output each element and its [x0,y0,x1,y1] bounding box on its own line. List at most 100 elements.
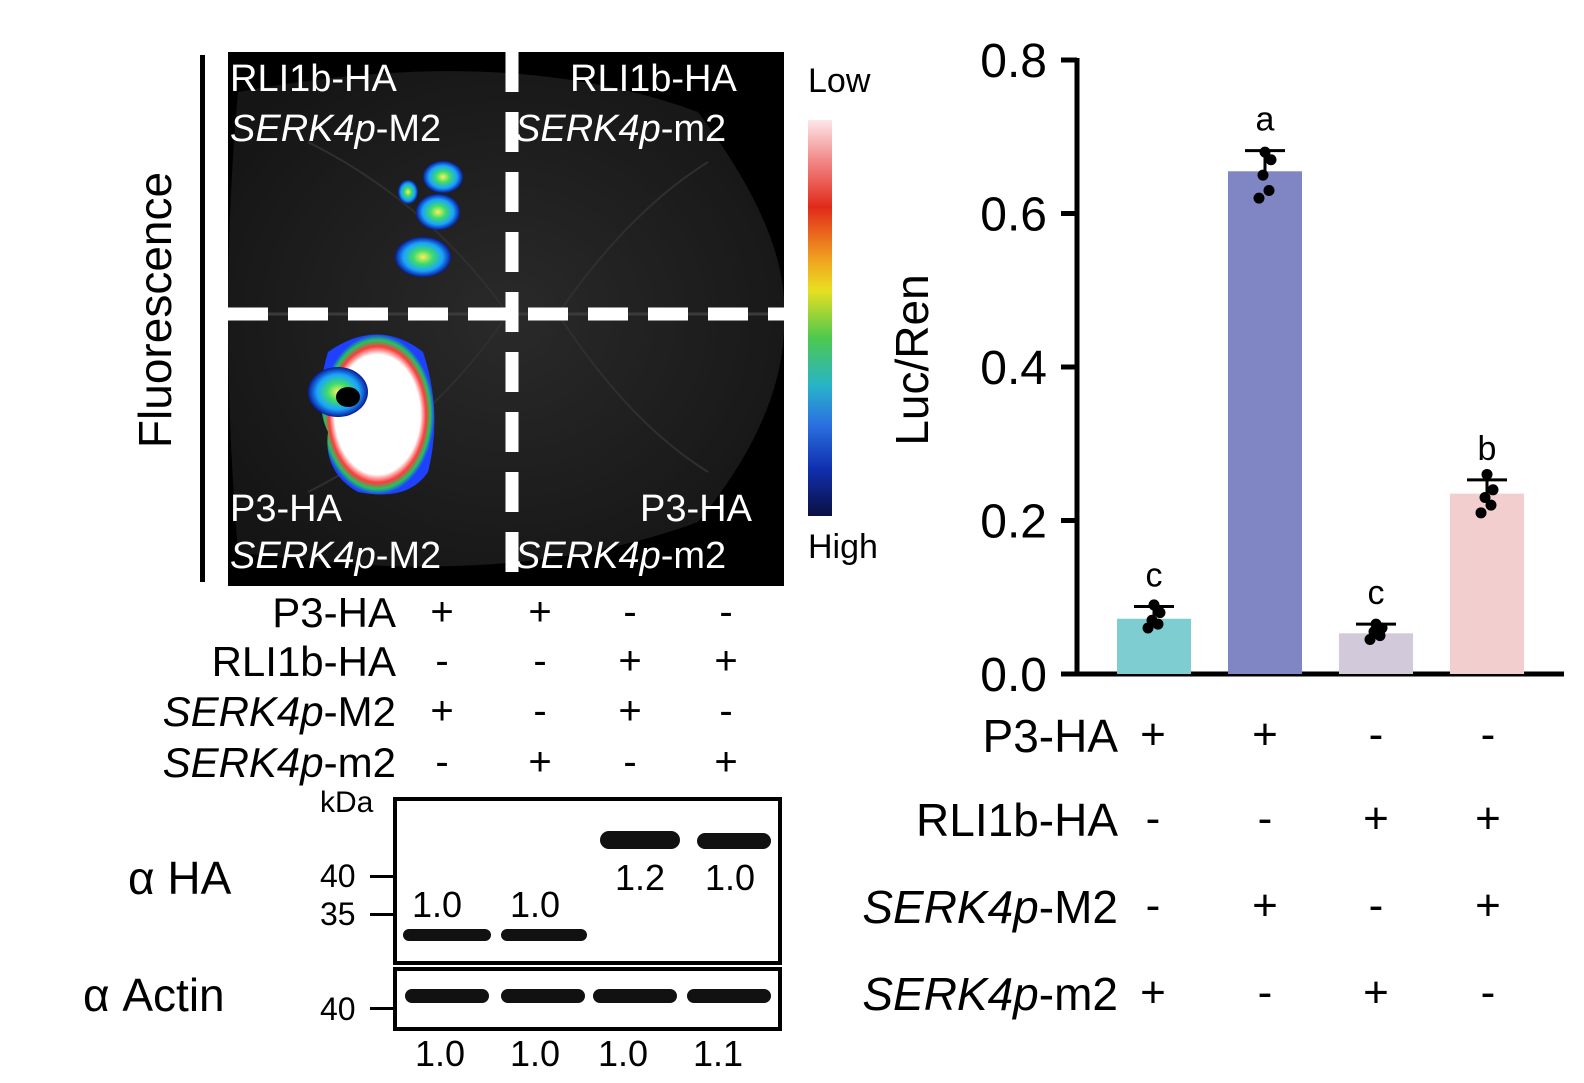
data-point [1154,607,1166,619]
right-table-sign: + [1252,881,1278,930]
colorbar-low-label: Low [808,62,871,100]
quadrant-top-right-promoter: SERK4p [515,108,661,150]
ha-band-4 [697,833,771,849]
data-point [1253,192,1265,204]
quadrant-bottom-left-line2: SERK4p-M2 [230,537,441,575]
right-table-sign: + [1475,881,1501,930]
right-table-sign: + [1475,794,1501,843]
significance-letter: c [1368,574,1385,612]
quadrant-bottom-right-promoter: SERK4p [515,535,661,577]
right-table-row-label: P3-HA [983,713,1118,759]
data-point [1257,169,1269,181]
data-point [1146,614,1158,626]
y-tick-label: 0.4 [980,342,1047,395]
left-table-sign: - [435,740,449,784]
bar [1339,633,1413,674]
colorbar [808,120,832,516]
marker-actin-40: 40 [320,991,356,1027]
left-table-sign: + [714,740,738,784]
left-table-row-suffix: -M2 [323,688,396,735]
quadrant-bottom-left-suffix: -M2 [375,535,442,577]
actin-band-4 [687,989,771,1003]
actin-blot-panel [393,967,782,1031]
right-table-row-label: SERK4p-m2 [862,971,1118,1017]
right-table-row-suffix: P3-HA [982,710,1118,762]
ha-band-1 [403,929,491,941]
left-table-row-promoter: SERK4p [162,688,324,735]
right-table-sign: + [1252,710,1278,759]
actin-band-3 [593,989,677,1003]
data-point [1259,146,1271,158]
left-table-row-label: SERK4p-M2 [163,691,396,733]
ha-quant-value: 1.0 [510,884,561,925]
quadrant-bottom-right-line1: P3-HA [640,488,752,530]
quadrant-top-left-promoter: SERK4p [230,108,376,150]
marker-35: 35 [320,896,356,932]
quadrant-top-right-line2: SERK4p-m2 [515,110,726,148]
left-table-sign: - [623,590,637,634]
left-table-sign: + [430,590,454,634]
right-table-row-label: RLI1b-HA [916,797,1118,843]
actin-band-2 [501,989,585,1003]
actin-quant-value: 1.0 [510,1033,561,1074]
quadrant-top-right-suffix: -m2 [660,108,727,150]
quadrant-bottom-right-suffix: -m2 [660,535,727,577]
quadrant-top-left-line2: SERK4p-M2 [230,110,441,148]
right-table-sign: - [1257,794,1273,843]
bar [1117,618,1191,674]
right-table-sign: - [1480,968,1496,1017]
left-table-sign: + [528,740,552,784]
data-point [1475,507,1487,519]
ha-quant-value: 1.0 [705,857,756,898]
left-table-sign: + [714,639,738,683]
y-tick-label: 0.2 [980,496,1047,549]
left-table-sign: - [623,740,637,784]
left-table-sign: - [719,590,733,634]
right-table-row-promoter: SERK4p [862,881,1039,933]
left-table-sign: - [533,639,547,683]
ha-quant-value: 1.0 [412,884,463,925]
y-tick-label: 0.0 [980,649,1047,700]
left-table-sign: + [618,639,642,683]
left-table-sign: + [528,590,552,634]
left-table-row-suffix: RLI1b-HA [211,638,396,685]
left-table-sign: + [430,689,454,733]
right-table-sign: + [1140,968,1166,1017]
left-table-row-suffix: P3-HA [272,589,396,636]
quadrant-bottom-left-line1: P3-HA [230,488,342,530]
quadrant-top-right-line1: RLI1b-HA [570,58,737,100]
right-table-sign: - [1145,794,1161,843]
ha-blot-panel [393,797,782,965]
left-table-row-suffix: -m2 [323,739,396,786]
data-point [1148,599,1160,611]
right-table-sign: - [1368,710,1384,759]
kda-label: kDa [320,786,374,819]
marker-35-tick [370,913,394,916]
significance-letter: a [1256,101,1275,139]
right-table-row-promoter: SERK4p [862,968,1039,1020]
left-table-row-label: SERK4p-m2 [163,742,396,784]
data-point [1481,468,1493,480]
data-point [1263,184,1275,196]
data-point [1485,499,1497,511]
right-table-row-suffix: -m2 [1038,968,1118,1020]
left-table-row-promoter: SERK4p [162,739,324,786]
quadrant-bottom-right-line2: SERK4p-m2 [515,537,726,575]
left-table-sign: - [533,689,547,733]
left-table-sign: - [435,639,449,683]
data-point [1265,154,1277,166]
right-table-sign: + [1363,968,1389,1017]
right-table-sign: - [1368,881,1384,930]
ha-band-2 [501,929,587,941]
left-table-row-label: RLI1b-HA [212,641,396,683]
significance-letter: c [1146,556,1163,594]
bar-chart: 0.0 0.2 0.4 0.6 0.8 c a c b [880,0,1580,702]
ha-band-3 [600,831,680,849]
bar-chart-svg: 0.0 0.2 0.4 0.6 0.8 c a c b [980,35,1564,702]
marker-40-tick [370,875,394,878]
right-table-sign: + [1140,710,1166,759]
leaf-luminescence-svg [228,52,784,586]
bar [1228,171,1302,674]
alpha-actin-label: α Actin [83,969,225,1021]
significance-letter: b [1478,430,1497,468]
